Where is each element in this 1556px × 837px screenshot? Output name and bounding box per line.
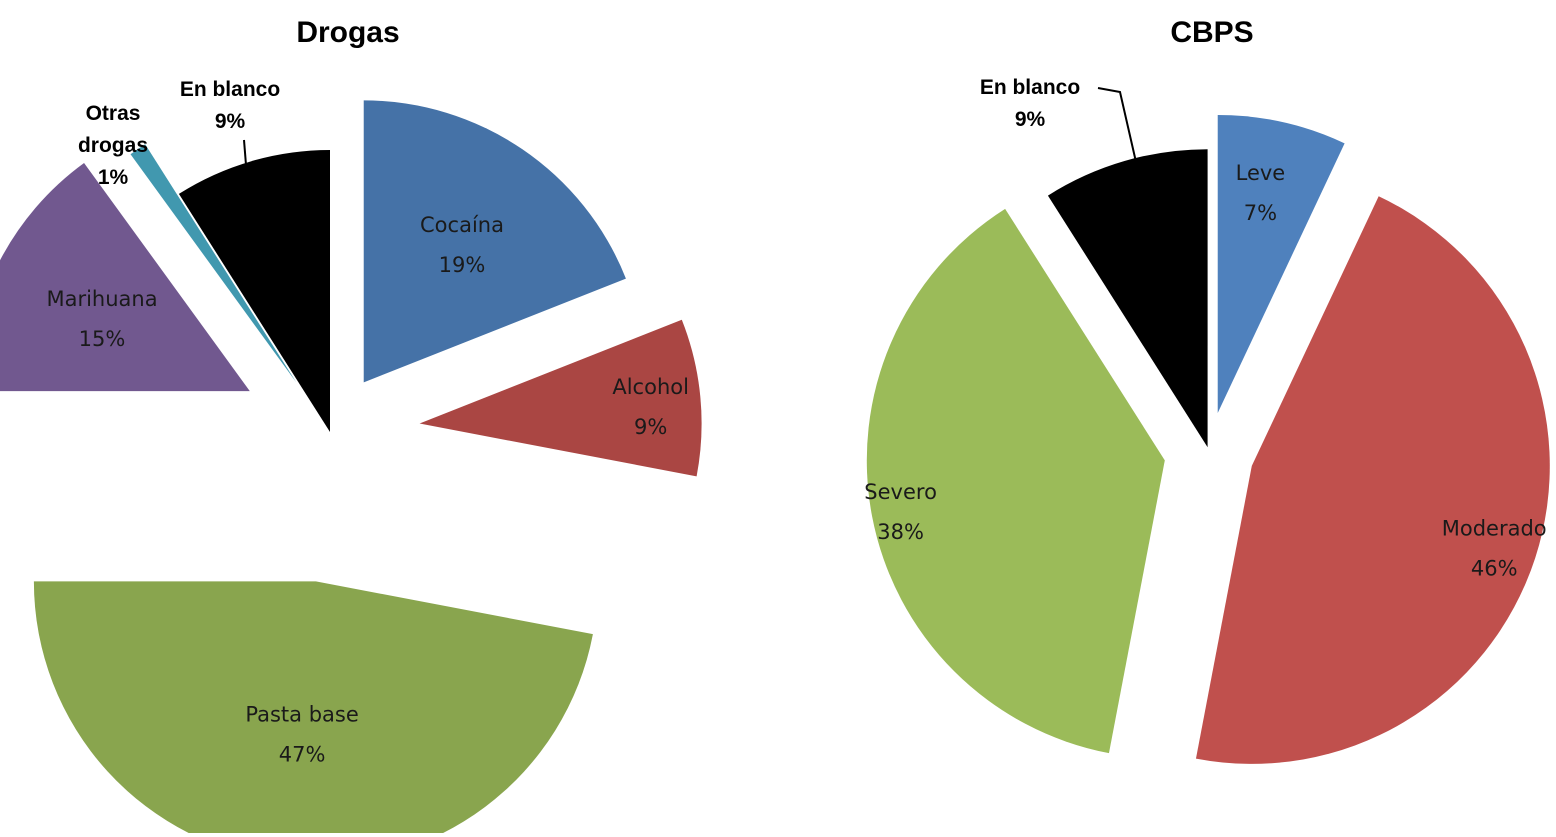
slice-label-otras-drogas: Otras drogas 1% <box>78 102 148 189</box>
slice-label-alcohol: Alcohol 9% <box>612 375 689 439</box>
slice-label-cocaina-line: 19% <box>439 253 486 277</box>
pie-slice-en-blanco <box>1047 149 1208 448</box>
slice-label-alcohol-line: 9% <box>634 415 667 439</box>
slice-label-en-blanco-line: En blanco <box>180 78 280 101</box>
slice-label-moderado: Moderado 46% <box>1442 516 1547 580</box>
slice-label-pasta-base: Pasta base 47% <box>245 702 358 766</box>
slice-label-marihuana-line: 15% <box>79 327 126 351</box>
pie-slice-marihuana <box>0 162 250 392</box>
slice-label-en-blanco-line: En blanco <box>980 76 1080 99</box>
slice-label-severo-line: 38% <box>877 520 924 544</box>
slice-label-en-blanco-line: 9% <box>215 110 246 133</box>
slice-label-marihuana: Marihuana 15% <box>46 287 157 351</box>
pie-slice-severo <box>866 208 1165 754</box>
slice-label-moderado-line: 46% <box>1471 556 1518 580</box>
slice-label-alcohol-line: Alcohol <box>612 375 689 399</box>
chart-title: Drogas <box>296 16 399 49</box>
leader-line <box>1097 87 1137 163</box>
slice-label-marihuana-line: Marihuana <box>46 287 157 311</box>
pie-slice-leve <box>1217 114 1345 413</box>
slice-label-moderado-line: Moderado <box>1442 516 1547 540</box>
pie-slice-alcohol <box>419 319 702 477</box>
slice-label-pasta-base-line: 47% <box>279 742 326 766</box>
chart-title: CBPS <box>1170 16 1253 49</box>
pie-slice-en-blanco <box>178 150 330 432</box>
pie-slice-otras-drogas <box>130 144 297 383</box>
slice-label-en-blanco: En blanco 9% <box>980 76 1080 131</box>
pie-slice-pasta-base <box>33 581 593 837</box>
leader-line <box>243 139 247 166</box>
slice-label-severo: Severo 38% <box>864 480 937 544</box>
slice-label-otras-drogas-line: drogas <box>78 134 148 157</box>
slice-label-otras-drogas-line: 1% <box>98 166 129 189</box>
slice-label-leve-line: 7% <box>1244 201 1277 225</box>
pie-slice-moderado <box>1195 196 1550 764</box>
slice-label-pasta-base-line: Pasta base <box>245 702 358 726</box>
slice-label-cocaina: Cocaína 19% <box>420 213 504 277</box>
slice-label-severo-line: Severo <box>864 480 937 504</box>
slice-label-en-blanco-line: 9% <box>1015 108 1046 131</box>
pie-chart-drogas: Drogas Cocaína 19% Alcohol 9% Pasta base 47% Ma… <box>0 16 702 837</box>
slice-label-en-blanco: En blanco 9% <box>180 78 280 133</box>
slice-label-otras-drogas-line: Otras <box>86 102 141 125</box>
slice-label-cocaina-line: Cocaína <box>420 213 504 237</box>
pie-chart-cbps: CBPS Leve 7% Moderado 46% Severo 38% En blanco 9… <box>864 16 1550 764</box>
slice-label-leve: Leve 7% <box>1236 161 1286 225</box>
pie-slice-cocaina <box>363 100 626 383</box>
slice-label-leve-line: Leve <box>1236 161 1286 185</box>
